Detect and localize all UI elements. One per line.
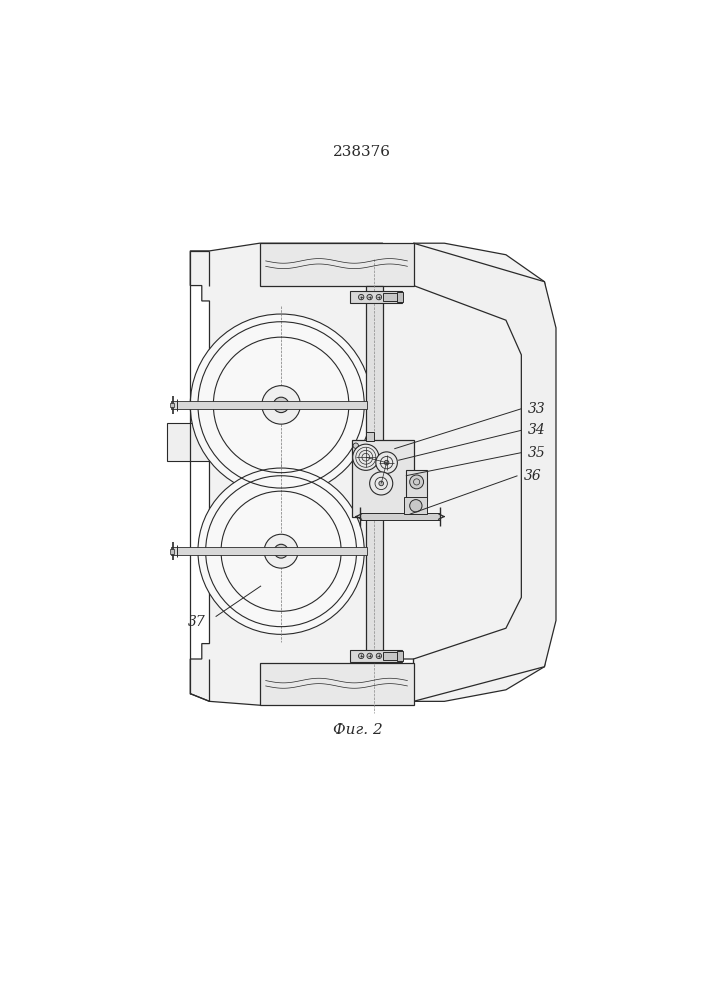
Circle shape (376, 653, 382, 659)
Circle shape (353, 444, 379, 470)
Text: 33: 33 (527, 402, 545, 416)
Circle shape (262, 386, 300, 424)
Bar (382, 652, 399, 660)
Bar (397, 651, 403, 661)
Text: 238376: 238376 (333, 145, 391, 159)
Circle shape (274, 544, 288, 558)
Circle shape (376, 294, 382, 300)
Bar (404, 497, 428, 514)
Text: 36: 36 (524, 469, 542, 483)
Bar (397, 292, 403, 302)
Bar (350, 650, 402, 662)
Circle shape (274, 397, 288, 413)
Circle shape (358, 653, 364, 659)
Bar (352, 440, 414, 517)
Bar (366, 286, 382, 659)
Polygon shape (190, 243, 552, 705)
Text: 34: 34 (527, 423, 545, 437)
Polygon shape (414, 243, 556, 701)
Bar (259, 243, 414, 286)
Circle shape (367, 294, 373, 300)
Bar (350, 291, 402, 303)
Bar (360, 513, 440, 520)
Bar (259, 663, 414, 705)
Bar (167, 423, 209, 461)
Text: 37: 37 (188, 615, 206, 629)
Bar (171, 547, 366, 555)
Bar (170, 403, 174, 407)
Circle shape (367, 653, 373, 659)
Text: Фuг. 2: Фuг. 2 (333, 723, 383, 737)
Bar (170, 549, 174, 554)
Bar (382, 293, 399, 301)
Circle shape (353, 443, 358, 448)
Circle shape (370, 472, 393, 495)
Text: 35: 35 (527, 446, 545, 460)
Bar (171, 401, 366, 409)
Circle shape (379, 481, 383, 486)
Circle shape (190, 314, 372, 496)
Circle shape (409, 500, 422, 512)
Bar (366, 432, 373, 441)
Circle shape (409, 475, 423, 489)
Circle shape (198, 468, 364, 634)
Circle shape (385, 460, 389, 465)
Circle shape (376, 452, 397, 473)
Bar (406, 470, 428, 501)
Circle shape (264, 534, 298, 568)
Circle shape (358, 294, 364, 300)
